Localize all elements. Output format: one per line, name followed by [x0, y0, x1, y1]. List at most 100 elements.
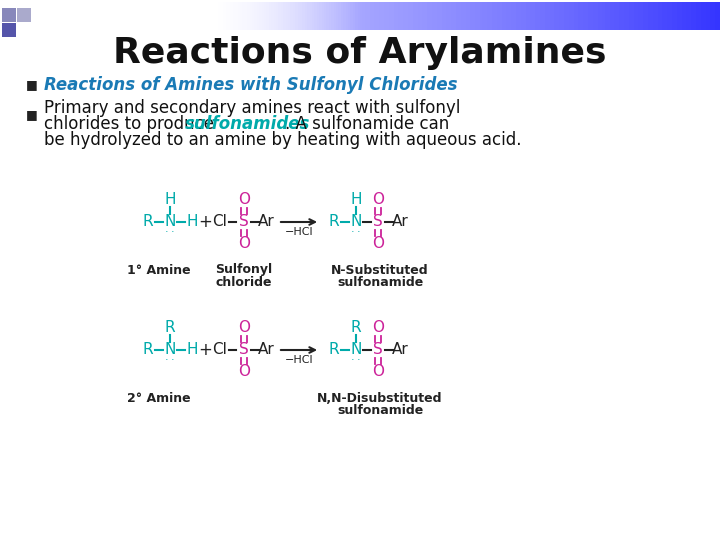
Bar [286, 2, 288, 30]
Bar [576, 2, 578, 30]
Bar [58, 2, 60, 30]
Bar [439, 2, 441, 30]
Bar [387, 2, 389, 30]
Bar [698, 2, 701, 30]
Bar [641, 2, 643, 30]
Bar [475, 2, 477, 30]
Bar [223, 2, 225, 30]
Bar [578, 2, 581, 30]
Bar [711, 2, 713, 30]
Text: .: . [171, 352, 175, 362]
Bar [81, 2, 84, 30]
Text: chlorides to produce: chlorides to produce [44, 115, 220, 133]
Bar [110, 2, 113, 30]
Bar [495, 2, 497, 30]
Bar [185, 2, 187, 30]
Bar [211, 2, 214, 30]
Bar [29, 2, 31, 30]
Bar [161, 2, 163, 30]
Bar [315, 2, 317, 30]
Bar [679, 2, 682, 30]
Bar [624, 2, 626, 30]
Bar [158, 2, 161, 30]
Bar [31, 2, 34, 30]
Bar [643, 2, 646, 30]
Text: O: O [238, 237, 250, 252]
Text: .: . [351, 224, 355, 234]
Bar [235, 2, 238, 30]
Bar [307, 2, 310, 30]
Bar [581, 2, 583, 30]
Bar [331, 2, 333, 30]
Bar [86, 2, 89, 30]
Bar [70, 2, 72, 30]
Bar [72, 2, 74, 30]
Bar [48, 2, 50, 30]
Text: R: R [329, 214, 339, 230]
Bar [146, 2, 149, 30]
Bar [423, 2, 425, 30]
Text: Ar: Ar [392, 342, 408, 357]
Bar [84, 2, 86, 30]
Bar [269, 2, 271, 30]
Bar [629, 2, 631, 30]
Text: +: + [198, 213, 212, 231]
Text: Sulfonyl: Sulfonyl [215, 264, 273, 276]
Text: N,N-Disubstituted: N,N-Disubstituted [318, 392, 443, 404]
Text: sulfonamide: sulfonamide [337, 276, 423, 289]
Bar [22, 2, 24, 30]
Bar [477, 2, 480, 30]
Text: N: N [351, 342, 361, 357]
Bar [79, 2, 81, 30]
Bar [706, 2, 708, 30]
Bar [557, 2, 559, 30]
Bar [418, 2, 420, 30]
Bar [55, 2, 58, 30]
Bar [398, 2, 401, 30]
Bar [567, 2, 569, 30]
Bar [60, 2, 63, 30]
Bar [535, 2, 538, 30]
Text: .: . [165, 224, 168, 234]
Bar [621, 2, 624, 30]
Bar [590, 2, 593, 30]
Text: −HCl: −HCl [284, 227, 313, 237]
Bar [209, 2, 211, 30]
Bar [542, 2, 545, 30]
Bar [214, 2, 216, 30]
Bar [302, 2, 305, 30]
Bar [65, 2, 67, 30]
Bar [607, 2, 610, 30]
Bar [588, 2, 590, 30]
Bar [394, 2, 396, 30]
Bar [310, 2, 312, 30]
Bar [626, 2, 629, 30]
Bar [281, 2, 283, 30]
Bar [667, 2, 670, 30]
Text: 2° Amine: 2° Amine [127, 392, 191, 404]
Bar [413, 2, 415, 30]
Bar [528, 2, 531, 30]
Bar [63, 2, 65, 30]
Bar [173, 2, 175, 30]
Text: N-Substituted: N-Substituted [331, 264, 429, 276]
Bar [163, 2, 166, 30]
Bar [53, 2, 55, 30]
Bar [600, 2, 603, 30]
Text: R: R [143, 342, 153, 357]
Bar [650, 2, 653, 30]
Bar [132, 2, 135, 30]
Bar [463, 2, 466, 30]
Bar [103, 2, 106, 30]
Bar [2, 8, 16, 22]
Bar [554, 2, 557, 30]
Bar [569, 2, 571, 30]
Bar [353, 2, 355, 30]
Text: H: H [350, 192, 361, 207]
Bar [374, 2, 377, 30]
Bar [432, 2, 434, 30]
Bar [115, 2, 117, 30]
Bar [648, 2, 650, 30]
Bar [693, 2, 696, 30]
Bar [77, 2, 79, 30]
